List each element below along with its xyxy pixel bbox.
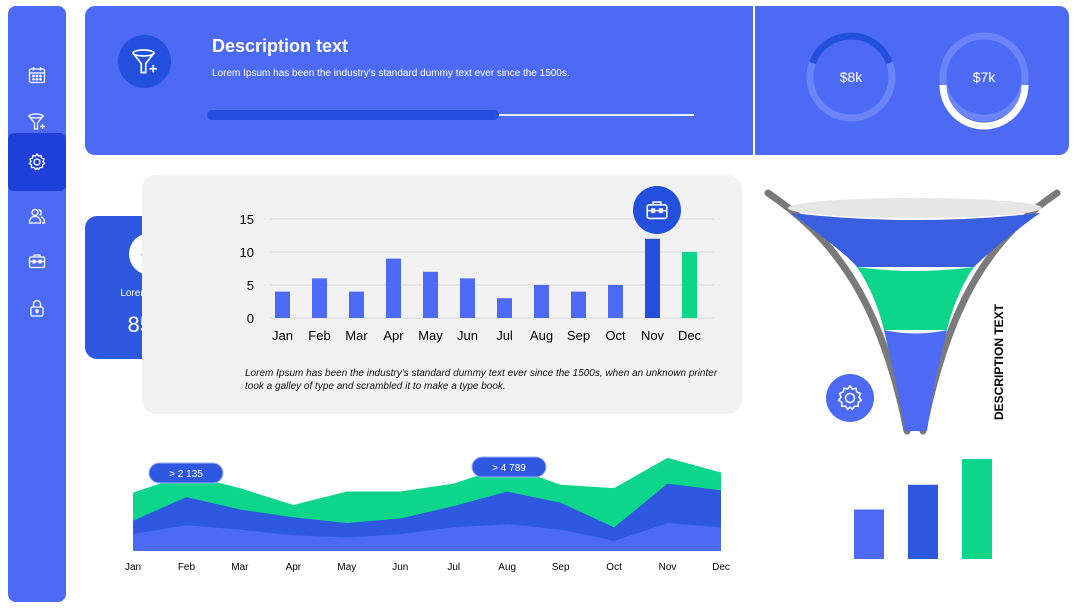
kpi-ring-track: [939, 32, 1029, 122]
mini-bar-1: [854, 509, 884, 559]
sidebar-item-users[interactable]: [8, 195, 66, 237]
kpi-value: $8k: [840, 69, 864, 85]
description-banner: Description text Lorem Ipsum has been th…: [85, 6, 753, 155]
x-tick-label: Jan: [125, 562, 141, 573]
x-tick-label: Jun: [457, 328, 478, 343]
bar-sep: [571, 291, 586, 318]
users-icon: [28, 208, 46, 224]
lock-icon: [30, 299, 44, 317]
x-tick-label: Sep: [567, 328, 590, 343]
funnel-graphic: [764, 189, 1061, 435]
bar-dec: [682, 252, 697, 318]
funnel-gear-button[interactable]: [826, 374, 874, 422]
x-tick-label: Oct: [605, 328, 626, 343]
bar-mar: [349, 291, 364, 318]
bar-aug: [534, 285, 549, 318]
x-tick-label: May: [337, 562, 356, 573]
kpi-rings: $8k $7k: [806, 32, 1029, 130]
monthly-area-chart: Jan Feb Mar Apr May Jun Jul Aug Sep Oct Nov Dec > 2 …: [125, 456, 730, 573]
x-tick-label: Jan: [272, 328, 293, 343]
bar-apr: [386, 258, 401, 318]
bar-jan: [275, 291, 290, 318]
mini-bar-3: [962, 459, 992, 559]
kpi-panel: $8k $7k: [755, 6, 1069, 155]
y-tick-label: 0: [247, 311, 254, 326]
funnel-add-icon: [131, 48, 157, 73]
briefcase-icon: [646, 201, 668, 220]
funnel-add-icon: [28, 113, 45, 130]
y-tick-label: 15: [240, 212, 254, 227]
kpi-ring-progress: [939, 84, 1029, 130]
area-series-inner: [133, 522, 721, 551]
progress-bar: [207, 110, 694, 120]
area-callout: > 4 789: [471, 456, 547, 478]
x-tick-label: Mar: [345, 328, 368, 343]
sidebar-item-funnel[interactable]: [8, 101, 66, 143]
x-tick-label: Oct: [606, 562, 622, 573]
x-tick-label: Feb: [308, 328, 330, 343]
x-tick-label: Apr: [286, 562, 302, 573]
bar-nov: [645, 238, 660, 318]
x-tick-label: Dec: [712, 562, 730, 573]
x-tick-label: Nov: [641, 328, 665, 343]
monthly-bar-chart-panel: 0 5 10 15 Jan Feb Mar Apr May Jun Jul Aug Sep Oct Nov D…: [142, 175, 742, 414]
banner-icon-badge: [118, 35, 171, 88]
x-tick-label: Jul: [447, 562, 460, 573]
area-callout-label: > 4 789: [492, 463, 526, 474]
bar-feb: [312, 278, 327, 318]
banner-title: Description text: [212, 36, 349, 56]
x-tick-label: Mar: [231, 562, 249, 573]
sidebar-item-briefcase[interactable]: [8, 240, 66, 282]
bar-jul: [497, 298, 512, 318]
bar-oct: [608, 285, 623, 318]
sidebar-item-calendar[interactable]: [8, 54, 66, 96]
gear-icon: [28, 152, 46, 171]
kpi-value: $7k: [973, 69, 997, 85]
banner-text: Lorem Ipsum has been the industry's stan…: [212, 68, 570, 79]
x-tick-label: Aug: [498, 562, 516, 573]
funnel-vertical-label: DESCRIPTION TEXT: [992, 303, 1006, 420]
sidebar-item-lock[interactable]: [8, 287, 66, 329]
x-tick-label: Jul: [496, 328, 513, 343]
x-tick-label: Feb: [178, 562, 196, 573]
x-tick-label: Apr: [383, 328, 404, 343]
mini-bar-2: [908, 484, 938, 559]
sidebar: [8, 6, 66, 602]
y-tick-label: 5: [247, 278, 254, 293]
bar-jun: [460, 278, 475, 318]
bar-may: [423, 271, 438, 318]
briefcase-button[interactable]: [633, 186, 681, 234]
area-callout: > 2 135: [148, 462, 224, 484]
kpi-ring-progress: [809, 32, 893, 65]
x-tick-label: May: [418, 328, 443, 343]
y-tick-label: 10: [240, 245, 254, 260]
mini-bar-chart: [854, 459, 992, 559]
x-tick-label: Aug: [530, 328, 553, 343]
monthly-bar-chart: 0 5 10 15 Jan Feb Mar Apr May Jun Jul Aug Sep Oct Nov D…: [240, 212, 714, 343]
x-tick-label: Dec: [678, 328, 702, 343]
progress-bar-fill: [207, 110, 499, 120]
chart-caption: Lorem Ipsum has been the industry's stan…: [245, 368, 718, 392]
x-tick-label: Jun: [392, 562, 408, 573]
gear-icon: [837, 384, 863, 411]
briefcase-icon: [28, 254, 46, 269]
calendar-icon: [28, 67, 46, 84]
x-tick-label: Nov: [659, 562, 677, 573]
area-callout-label: > 2 135: [169, 469, 203, 480]
x-tick-label: Sep: [552, 562, 570, 573]
sidebar-item-settings[interactable]: [8, 133, 66, 191]
